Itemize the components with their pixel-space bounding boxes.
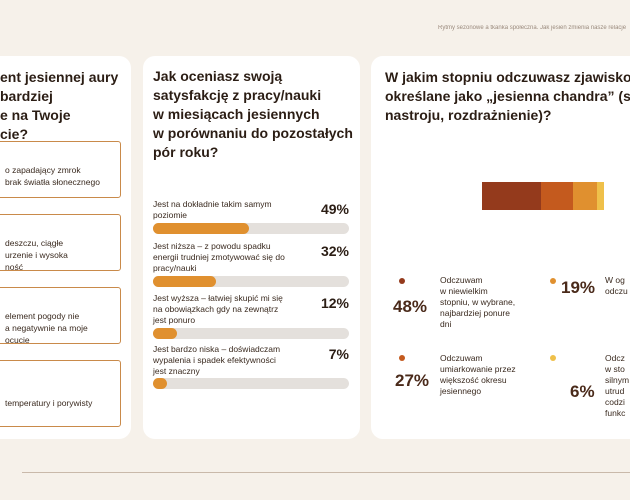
autumn-blues-question-card: W jakim stopniu odczuwasz zjawisko okreś… <box>371 56 630 439</box>
report-caption: Rytmy sezonowe a tkanka społeczna. Jak j… <box>438 25 627 31</box>
progress-track <box>153 276 349 287</box>
answer-label: Jest na dokładnie takim samym poziomie <box>153 199 272 220</box>
satisfaction-question-card: Jak oceniasz swoją satysfakcję z pracy/n… <box>143 56 360 439</box>
stacked-bar-segment <box>540 182 574 210</box>
answer-row: Jest na dokładnie takim samym poziomie 4… <box>153 199 349 239</box>
stacked-bar-segment <box>482 182 541 210</box>
legend-percent: 19% <box>561 278 596 297</box>
legend-dot-icon <box>399 278 405 284</box>
answer-row: Jest niższa – z powodu spadku energii tr… <box>153 241 349 287</box>
option-label: element pogody nie a negatywnie na moje … <box>5 311 88 344</box>
satisfaction-question-title: Jak oceniasz swoją satysfakcję z pracy/n… <box>153 68 353 160</box>
answer-percent: 49% <box>320 201 349 217</box>
progress-fill <box>153 276 216 287</box>
answer-label: Jest bardzo niska – doświadczam wypaleni… <box>153 344 281 376</box>
answer-row: Jest wyższa – łatwiej skupić mi się na o… <box>153 293 349 339</box>
option-label: deszczu, ciągłe urzenie i wysoka ność <box>5 238 68 271</box>
answer-percent: 32% <box>320 243 349 259</box>
legend-text: Odczuwam w niewielkim stopniu, w wybrane… <box>440 275 516 329</box>
stacked-bar <box>482 182 604 210</box>
progress-track <box>153 223 349 234</box>
progress-fill <box>153 328 177 339</box>
legend-text: W og odczu <box>605 275 628 296</box>
option-box-temperature[interactable]: temperatury i porywisty <box>0 360 121 427</box>
option-box-no-effect[interactable]: element pogody nie a negatywnie na moje … <box>0 287 121 344</box>
legend-dot-icon <box>550 355 556 361</box>
legend-percent: 6% <box>570 382 595 401</box>
legend-dot-icon <box>550 278 556 284</box>
stacked-bar-segment <box>573 182 597 210</box>
option-box-rain[interactable]: deszczu, ciągłe urzenie i wysoka ność <box>0 214 121 271</box>
weather-question-title: ent jesiennej aury bardziej e na Twoje c… <box>0 69 119 142</box>
legend-text: Odczuwam umiarkowanie przez większość ok… <box>440 353 516 396</box>
legend-percent: 48% <box>393 297 428 316</box>
option-label: o zapadający zmrok brak światła słoneczn… <box>5 165 100 187</box>
autumn-blues-question-title: W jakim stopniu odczuwasz zjawisko okreś… <box>385 69 630 123</box>
answer-label: Jest niższa – z powodu spadku energii tr… <box>153 241 285 273</box>
answer-percent: 12% <box>320 295 349 311</box>
bottom-divider <box>22 472 630 473</box>
progress-track <box>153 378 349 389</box>
weather-question-card: ent jesiennej aury bardziej e na Twoje c… <box>0 56 131 439</box>
option-box-darkness[interactable]: o zapadający zmrok brak światła słoneczn… <box>0 141 121 198</box>
progress-track <box>153 328 349 339</box>
answer-label: Jest wyższa – łatwiej skupić mi się na o… <box>153 293 283 325</box>
answer-percent: 7% <box>328 346 349 362</box>
progress-fill <box>153 378 167 389</box>
option-label: temperatury i porywisty <box>5 398 93 408</box>
answer-row: Jest bardzo niska – doświadczam wypaleni… <box>153 344 349 389</box>
stacked-bar-segment <box>596 182 604 210</box>
progress-fill <box>153 223 250 234</box>
legend-dot-icon <box>399 355 405 361</box>
legend-text: Odcz w sto silnym utrud codzi funkc <box>605 353 630 418</box>
legend-percent: 27% <box>395 371 430 390</box>
